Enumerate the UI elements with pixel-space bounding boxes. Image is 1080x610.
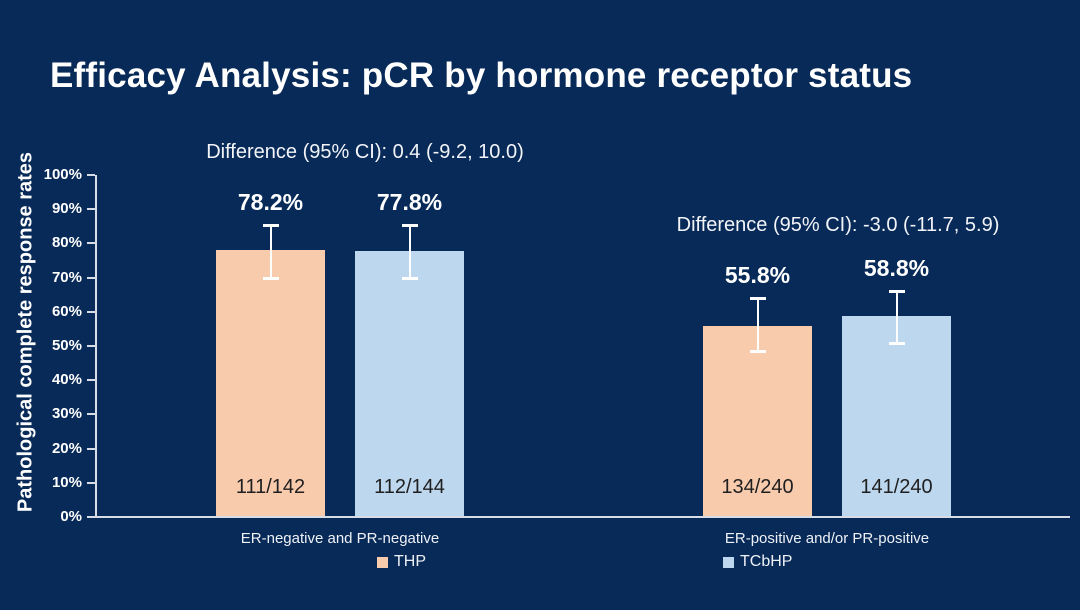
category-label-group1: ER-negative and PR-negative — [240, 530, 440, 547]
legend-label-tcbhp: TCbHP — [740, 553, 793, 570]
y-tick-mark — [87, 208, 95, 211]
error-bar-cap — [262, 223, 279, 227]
y-tick-label: 0% — [60, 508, 82, 525]
x-axis-line — [95, 516, 1070, 518]
bar-thp-group2 — [703, 326, 812, 516]
category-label-group2: ER-positive and/or PR-positive — [724, 530, 930, 547]
y-tick-mark — [87, 447, 95, 450]
error-bar-line — [756, 298, 759, 351]
bar-tcbhp-group1 — [355, 250, 464, 516]
y-tick-label: 70% — [51, 268, 82, 286]
y-tick-label: 60% — [51, 302, 82, 320]
y-axis-line — [95, 175, 97, 517]
y-tick-mark — [87, 345, 95, 347]
legend-item-thp: THP — [377, 553, 426, 571]
y-tick-label: 30% — [51, 405, 82, 423]
bar-value-label: 55.8% — [724, 262, 791, 289]
y-tick-label: 80% — [51, 234, 82, 252]
bar-thp-group1 — [216, 249, 325, 516]
y-tick-mark — [87, 310, 95, 313]
error-bar-cap — [749, 297, 766, 301]
y-tick-label: 10% — [51, 473, 82, 491]
error-bar-line — [895, 290, 898, 343]
y-tick-label: 20% — [51, 439, 82, 457]
y-tick-mark — [87, 481, 95, 484]
difference-annotation-group2: Difference (95% CI): -3.0 (-11.7, 5.9) — [676, 214, 1000, 236]
y-tick-mark — [87, 413, 95, 416]
error-bar-line — [269, 224, 272, 278]
y-tick-label: 90% — [51, 200, 82, 218]
bar-value-label: 58.8% — [863, 254, 930, 281]
error-bar-cap — [262, 276, 279, 280]
bar-fraction-label: 112/144 — [374, 476, 445, 498]
bar-fraction-label: 134/240 — [721, 476, 794, 498]
bar-fraction-label: 111/142 — [235, 476, 306, 498]
error-bar-cap — [401, 224, 418, 228]
y-tick-mark — [87, 379, 95, 382]
legend-label-thp: THP — [394, 553, 426, 570]
y-tick-label: 50% — [51, 337, 82, 354]
y-tick-mark — [87, 174, 95, 176]
y-tick-label: 100% — [43, 166, 82, 183]
error-bar-cap — [888, 289, 905, 293]
bar-value-label: 77.8% — [376, 189, 443, 216]
error-bar-cap — [888, 341, 905, 345]
error-bar-cap — [401, 276, 418, 280]
legend-item-tcbhp: TCbHP — [723, 553, 792, 571]
legend-swatch-tcbhp — [723, 556, 734, 568]
y-tick-mark — [87, 516, 95, 518]
page-title: Efficacy Analysis: pCR by hormone recept… — [50, 56, 913, 95]
bar-tcbhp-group2 — [842, 315, 951, 516]
y-tick-mark — [87, 242, 95, 245]
legend-swatch-thp — [377, 556, 388, 568]
y-tick-label: 40% — [51, 371, 82, 389]
y-tick-mark — [87, 276, 95, 279]
bar-value-label: 78.2% — [237, 188, 304, 215]
difference-annotation-group1: Difference (95% CI): 0.4 (-9.2, 10.0) — [206, 141, 524, 163]
error-bar-line — [408, 225, 411, 278]
bar-fraction-label: 141/240 — [860, 476, 933, 498]
error-bar-cap — [749, 349, 766, 353]
